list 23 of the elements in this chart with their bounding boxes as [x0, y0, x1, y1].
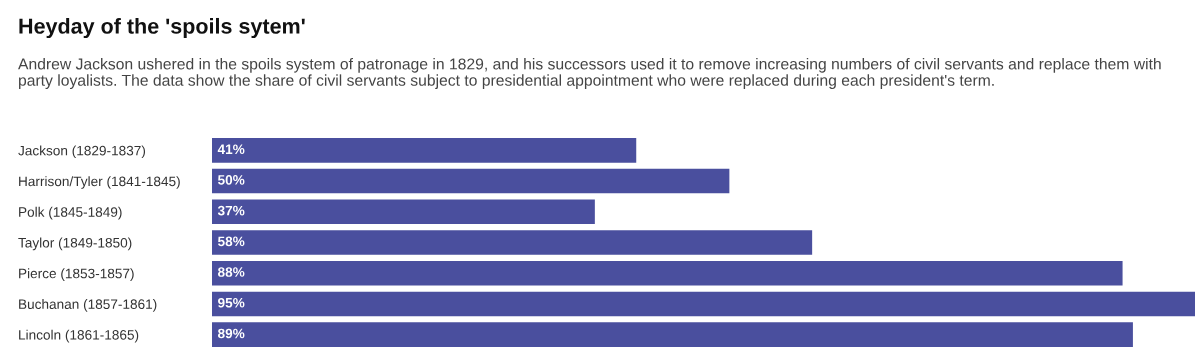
bar	[212, 168, 730, 194]
y-tick-label: Lincoln (1861-1865)	[19, 329, 139, 343]
data-label: 95%	[218, 297, 245, 308]
bar	[212, 291, 1195, 317]
bar	[212, 322, 1133, 347]
bar	[212, 230, 813, 255]
bar	[212, 199, 595, 225]
chart-subtitle: Andrew Jackson ushered in the spoils system of patronage in 1829, and his successors used it to remove increasing numbers of civil servants and replace them with party loyalists. The data show the share of civil servants subject to presidential appointment who were replaced during each president's term.	[18, 58, 1161, 89]
bar	[212, 260, 1123, 286]
y-tick-label: Harrison/Tyler (1841-1845)	[19, 176, 180, 189]
bar	[212, 138, 637, 163]
y-tick-label: Pierce (1853-1857)	[19, 268, 134, 281]
data-label: 41%	[217, 144, 245, 154]
data-label: 58%	[217, 236, 245, 247]
data-label: 89%	[217, 328, 245, 339]
data-label: 88%	[217, 267, 245, 277]
data-label: 50%	[217, 175, 245, 185]
y-tick-label: Polk (1845-1849)	[19, 206, 122, 220]
chart-title: Heyday of the 'spoils sytem'	[19, 17, 305, 39]
data-label: 37%	[217, 205, 245, 216]
y-tick-label: Buchanan (1857-1861)	[19, 299, 157, 312]
y-tick-label: Jackson (1829-1837)	[18, 145, 146, 159]
y-tick-label: Taylor (1849-1850)	[18, 237, 132, 251]
